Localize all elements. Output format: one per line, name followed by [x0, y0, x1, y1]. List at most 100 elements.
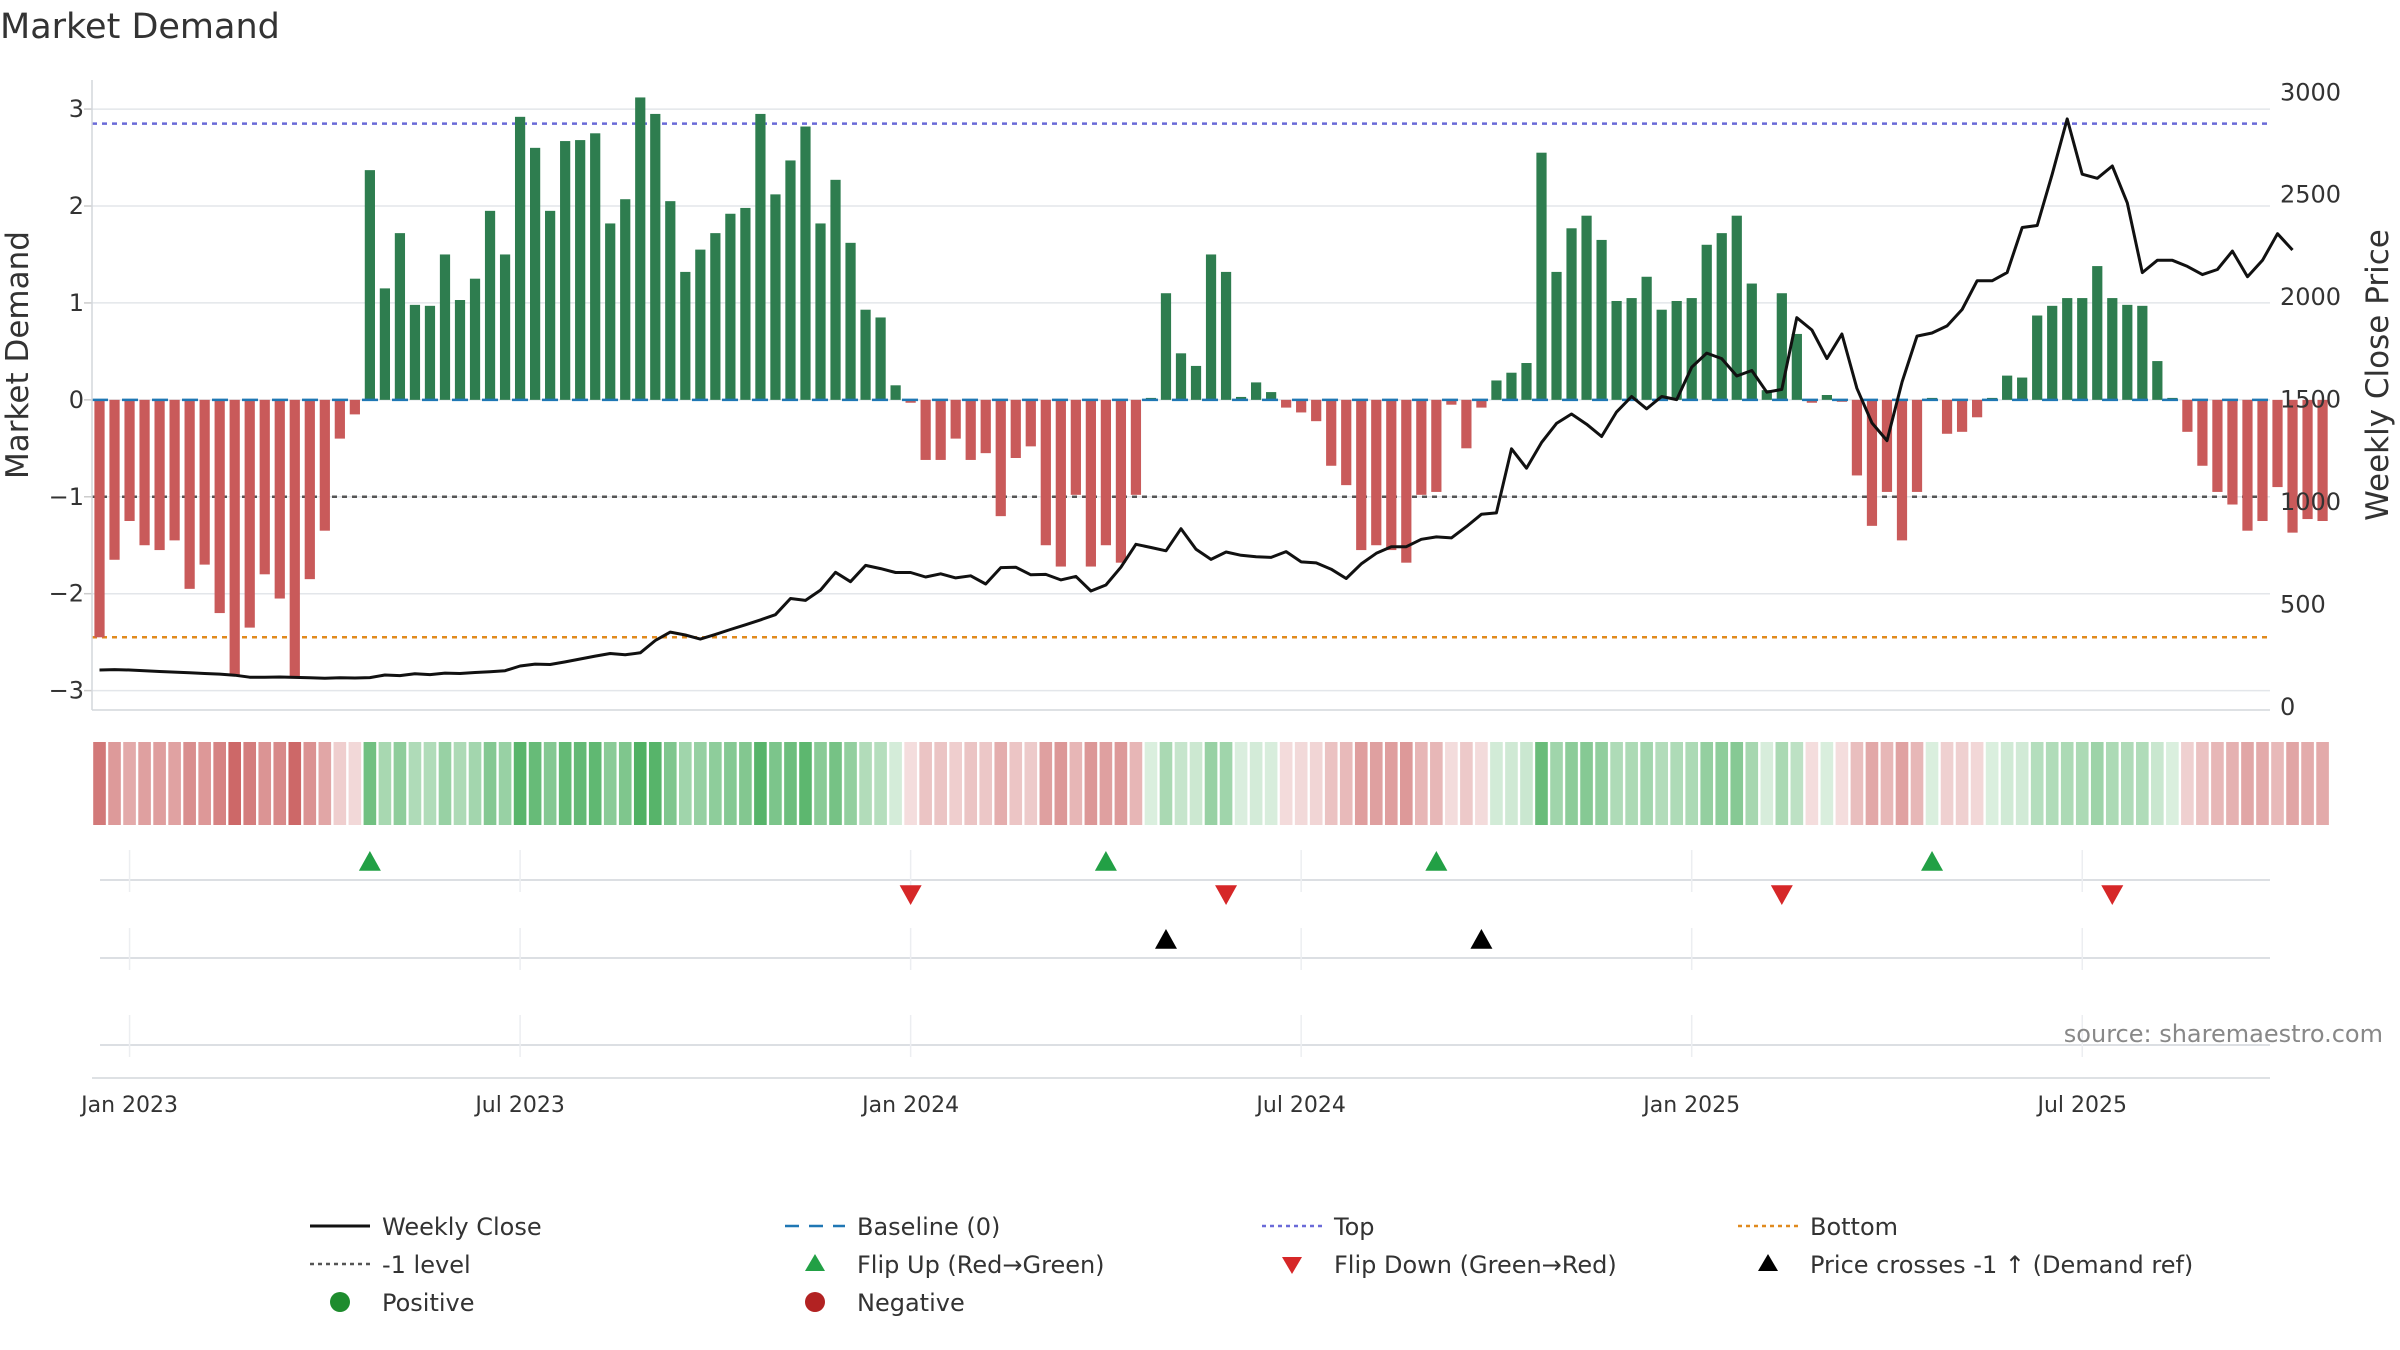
heat-cell: [2241, 742, 2254, 825]
demand-bar: [1701, 244, 1712, 400]
heat-cell: [303, 742, 317, 825]
heat-cell: [694, 742, 707, 825]
heat-cell: [1369, 742, 1383, 825]
source-label: source: sharemaestro.com: [2064, 1020, 2383, 1048]
demand-bar: [1536, 152, 1547, 400]
demand-bar: [920, 399, 931, 460]
demand-bar: [1220, 271, 1232, 400]
heat-cell: [874, 742, 887, 825]
legend-item: Bottom: [1738, 1213, 1898, 1241]
heat-cell: [1895, 742, 1909, 825]
heat-cell: [1760, 742, 1774, 825]
heat-cell: [844, 742, 857, 825]
heat-cell: [1460, 742, 1473, 825]
y-tick-label: 0: [69, 386, 84, 414]
legend-item: Top: [1262, 1213, 1375, 1241]
heat-cell: [1354, 742, 1368, 825]
demand-bar: [980, 399, 991, 454]
heat-cell: [1550, 742, 1563, 825]
heat-cell: [1640, 742, 1653, 825]
demand-bar: [695, 249, 706, 400]
y-axis-title: Market Demand: [0, 231, 36, 479]
demand-bar: [2227, 399, 2238, 505]
heat-cell: [1024, 742, 1038, 825]
demand-bar: [514, 116, 526, 400]
heat-cell: [1865, 742, 1879, 825]
demand-bar: [469, 278, 481, 400]
heat-cell: [1430, 742, 1443, 825]
heat-cell: [648, 742, 662, 825]
heat-cell: [1114, 742, 1128, 825]
heat-cell: [1955, 742, 1969, 825]
heat-cell: [1835, 742, 1849, 825]
legend-label: Flip Up (Red→Green): [857, 1251, 1105, 1279]
demand-bar: [1175, 353, 1187, 400]
heat-cell: [1129, 742, 1143, 825]
heat-cell: [1264, 742, 1278, 825]
demand-bar: [1791, 333, 1802, 400]
demand-bar: [1085, 399, 1096, 567]
demand-bar: [1821, 395, 1832, 400]
demand-bar: [1341, 399, 1352, 486]
demand-bar: [244, 399, 255, 628]
heat-cell: [1565, 742, 1578, 825]
flip-up-marker: [1425, 851, 1448, 871]
demand-bar: [770, 194, 781, 400]
demand-bar: [1971, 399, 1983, 418]
heat-cell: [2271, 742, 2284, 825]
heat-cell: [558, 742, 572, 825]
demand-bar: [575, 140, 586, 400]
heat-cell: [1595, 742, 1608, 825]
demand-bar: [1596, 239, 1607, 400]
demand-bar: [905, 399, 916, 403]
heat-cell: [949, 742, 962, 825]
demand-bar: [454, 300, 466, 400]
demand-bar: [1401, 399, 1412, 563]
demand-bar: [1911, 399, 1923, 492]
demand-bar: [1656, 309, 1667, 400]
heat-cell: [1174, 742, 1188, 825]
demand-bar: [2002, 375, 2013, 400]
heat-cell: [528, 742, 542, 825]
heat-cell: [1535, 742, 1548, 825]
heat-cell: [889, 742, 902, 825]
demand-bar: [184, 399, 195, 589]
demand-bars: [94, 97, 2328, 677]
heat-cell: [1324, 742, 1338, 825]
flip-down-marker: [1770, 885, 1793, 905]
chart-title: Market Demand: [0, 7, 280, 47]
x-tick-label: Jul 2024: [1254, 1093, 1346, 1118]
demand-bar: [1506, 372, 1517, 400]
cross-marker: [1154, 929, 1177, 949]
heat-cell: [1985, 742, 1999, 825]
demand-bar: [2302, 399, 2313, 520]
demand-bar: [2077, 298, 2088, 400]
y-tick-label: 2: [69, 192, 84, 220]
heat-cell: [93, 742, 106, 825]
heat-cell: [498, 742, 512, 825]
weekly-close-line: [99, 117, 2294, 680]
demand-bar: [890, 385, 901, 400]
flip-down-marker: [899, 885, 922, 905]
cross-marker: [1470, 929, 1493, 949]
heat-cell: [919, 742, 932, 825]
heat-cell: [228, 742, 242, 825]
heat-cell: [799, 742, 812, 825]
demand-bar: [665, 201, 676, 400]
heat-cell: [1400, 742, 1413, 825]
y-tick-label: 1: [69, 289, 84, 317]
heat-cell: [318, 742, 332, 825]
heat-cell: [1219, 742, 1233, 825]
demand-bar: [1851, 399, 1863, 476]
heat-cell: [2030, 742, 2044, 825]
demand-bar: [1160, 293, 1172, 400]
demand-bar: [1266, 392, 1277, 400]
heat-cell: [2105, 742, 2119, 825]
demand-bar: [1881, 399, 1893, 492]
heat-cell: [724, 742, 737, 825]
flip-down-marker: [1215, 885, 1238, 905]
heat-cell: [1054, 742, 1068, 825]
y2-tick-label: 2000: [2280, 283, 2341, 311]
demand-bar: [2242, 399, 2253, 531]
